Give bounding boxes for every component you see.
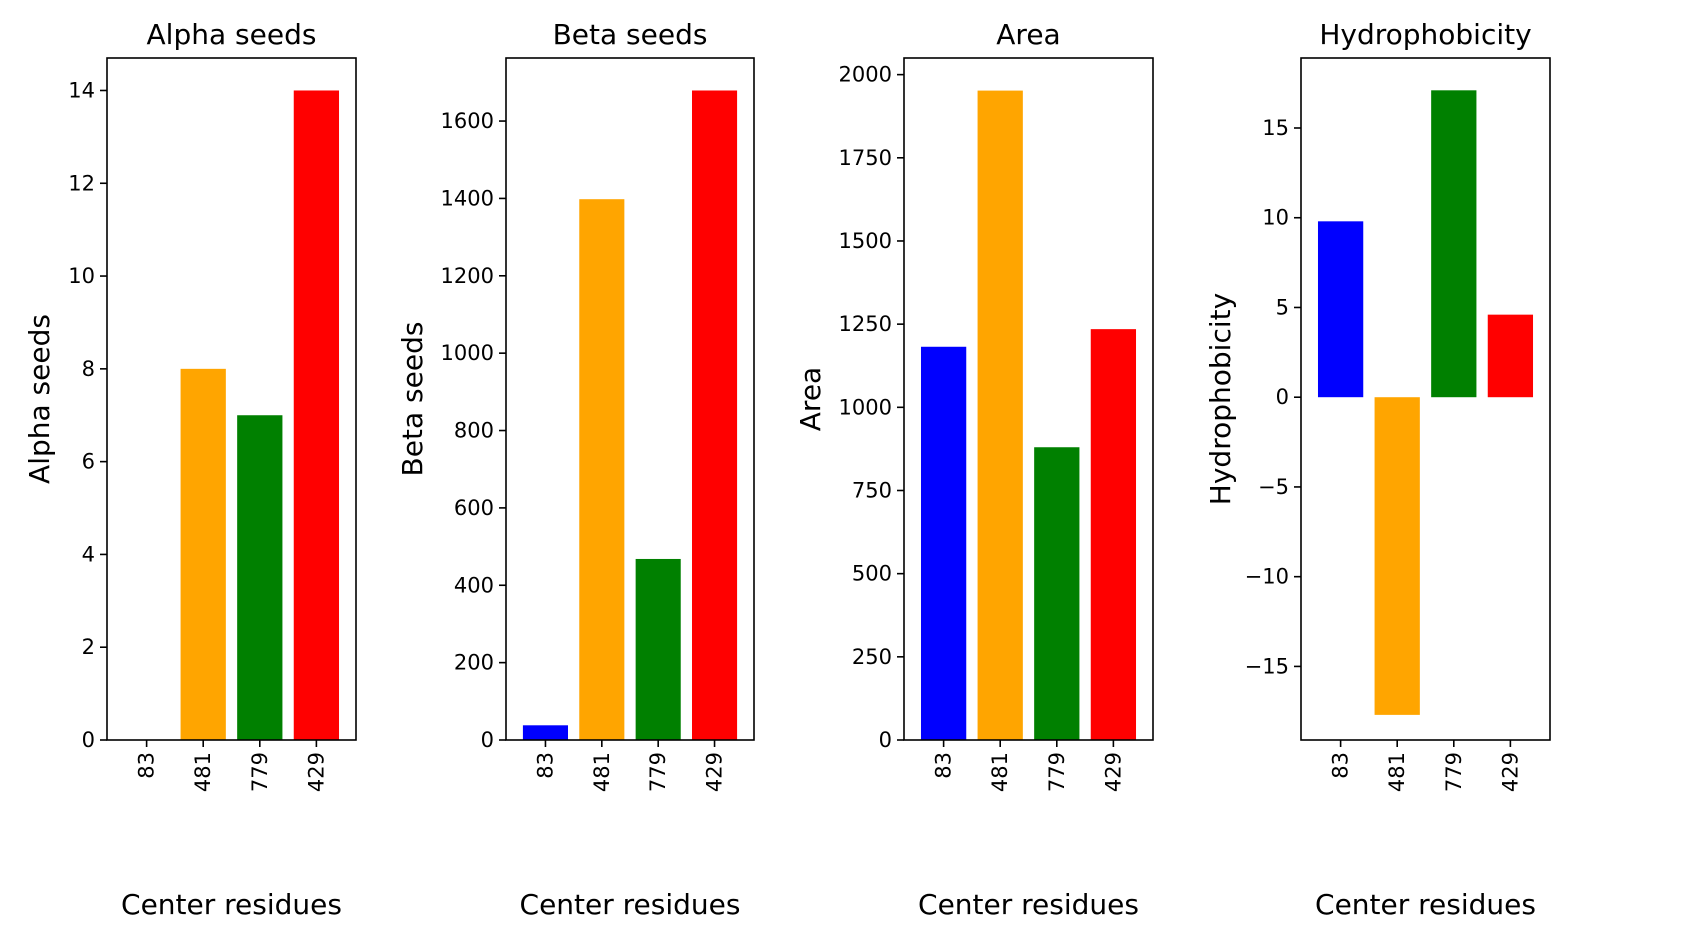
y-tick-label: 1750 (839, 146, 892, 170)
chart-panel-hydrophobicity: Hydrophobicity Center residues Hydrophob… (1204, 18, 1551, 921)
bar-481 (1374, 397, 1420, 715)
y-tick-label: 1250 (839, 312, 892, 336)
y-tick-label: 8 (82, 357, 95, 381)
x-tick-label: 83 (1329, 752, 1353, 779)
axes-frame (505, 57, 755, 741)
axes-frame (1300, 57, 1551, 741)
y-tick-label: 10 (68, 264, 95, 288)
bar-779 (237, 415, 283, 740)
y-tick-label: 0 (1276, 385, 1289, 409)
chart-panel-beta-seeds: Beta seeds Center residues Beta seeds 0 2… (396, 18, 755, 921)
y-tick-label: 10 (1262, 206, 1289, 230)
x-axis-label: Center residues (918, 888, 1139, 921)
x-tick-label: 481 (590, 752, 614, 792)
axes-frame (903, 57, 1154, 741)
bar-481 (977, 90, 1023, 741)
y-tick-label: 250 (852, 645, 892, 669)
chart-panel-area: Area Center residues Area 0 250 500 750 1000… (794, 18, 1154, 921)
x-tick-label: 779 (646, 752, 670, 792)
x-tick-label: 429 (304, 752, 328, 792)
bar-481 (579, 199, 625, 740)
chart-title: Alpha seeds (147, 18, 317, 51)
y-tick-label: 1500 (839, 229, 892, 253)
bar-779 (635, 558, 681, 740)
x-tick-label: 779 (248, 752, 272, 792)
y-tick-label: 600 (454, 496, 494, 520)
bar-83 (920, 346, 967, 740)
x-tick-label: 429 (1498, 752, 1522, 792)
chart-panel-alpha-seeds: Alpha seeds Center residues Alpha seeds … (23, 18, 357, 921)
y-tick-label: 1400 (441, 186, 494, 210)
bar-779 (1431, 90, 1477, 398)
chart-title: Beta seeds (553, 18, 708, 51)
y-tick-label: 800 (454, 419, 494, 443)
x-tick-label: 83 (932, 752, 956, 779)
y-tick-label: 0 (879, 728, 892, 752)
x-tick-label: 429 (703, 752, 727, 792)
y-tick-label: 0 (82, 728, 95, 752)
x-tick-label: 429 (1101, 752, 1125, 792)
bar-83 (1317, 221, 1364, 398)
bar-429 (1487, 314, 1534, 398)
y-tick-label: 6 (82, 450, 95, 474)
y-tick-label: −10 (1245, 565, 1289, 589)
y-tick-label: 1000 (839, 395, 892, 419)
bar-429 (692, 90, 738, 741)
y-tick-label: 1200 (441, 264, 494, 288)
y-tick-label: 1000 (441, 341, 494, 365)
y-tick-label: −5 (1258, 475, 1289, 499)
y-tick-label: 5 (1276, 295, 1289, 319)
y-tick-label: 15 (1262, 116, 1289, 140)
x-tick-label: 481 (191, 752, 215, 792)
x-axis-label: Center residues (520, 888, 741, 921)
axes-frame (106, 57, 357, 741)
x-tick-label: 83 (135, 752, 159, 779)
bar-83 (522, 725, 568, 740)
y-tick-label: 750 (852, 478, 892, 502)
y-tick-label: 14 (68, 78, 95, 102)
x-tick-label: 779 (1442, 752, 1466, 792)
bar-481 (180, 368, 226, 740)
x-tick-label: 481 (1385, 752, 1409, 792)
x-tick-label: 779 (1045, 752, 1069, 792)
y-tick-label: 12 (68, 171, 95, 195)
bar-429 (1090, 329, 1137, 740)
y-tick-label: −15 (1245, 654, 1289, 678)
y-axis-label: Alpha seeds (23, 314, 56, 484)
bar-779 (1034, 447, 1080, 740)
y-axis-label: Beta seeds (396, 322, 429, 477)
chart-title: Hydrophobicity (1319, 18, 1531, 51)
x-axis-label: Center residues (121, 888, 342, 921)
y-axis-label: Hydrophobicity (1204, 293, 1237, 505)
x-tick-label: 481 (988, 752, 1012, 792)
bar-429 (293, 90, 340, 741)
y-tick-label: 1600 (441, 109, 494, 133)
y-tick-label: 2000 (839, 63, 892, 87)
x-tick-label: 83 (533, 752, 557, 779)
y-tick-label: 2 (82, 635, 95, 659)
y-tick-label: 0 (481, 728, 494, 752)
y-tick-label: 200 (454, 651, 494, 675)
x-axis-label: Center residues (1315, 888, 1536, 921)
y-tick-label: 500 (852, 562, 892, 586)
y-tick-label: 4 (82, 542, 95, 566)
y-axis-label: Area (794, 367, 827, 431)
chart-title: Area (996, 18, 1060, 51)
y-tick-label: 400 (454, 573, 494, 597)
